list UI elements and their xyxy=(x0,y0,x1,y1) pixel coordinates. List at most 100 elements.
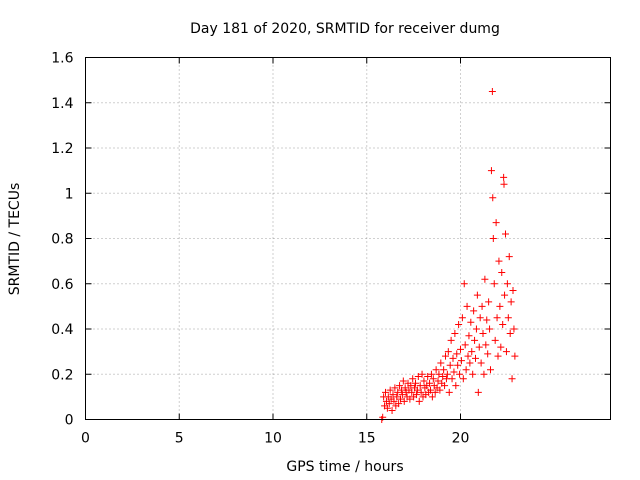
data-point xyxy=(416,382,424,390)
data-point xyxy=(397,386,405,394)
data-point xyxy=(389,391,397,399)
data-point xyxy=(440,366,448,374)
data-point xyxy=(409,375,417,383)
data-point xyxy=(457,345,464,353)
data-point xyxy=(478,302,486,310)
data-point xyxy=(408,388,416,396)
data-point xyxy=(481,275,489,283)
data-point xyxy=(436,386,444,394)
data-point xyxy=(439,373,447,381)
data-point xyxy=(385,400,393,408)
data-point xyxy=(396,382,404,390)
data-point xyxy=(497,343,505,351)
data-point xyxy=(507,298,515,306)
data-point xyxy=(502,348,510,356)
x-tick-label: 20 xyxy=(452,431,470,447)
data-point xyxy=(451,330,459,338)
y-tick-label: 0.8 xyxy=(51,232,73,248)
data-point xyxy=(463,302,471,310)
data-point xyxy=(443,370,451,378)
data-point xyxy=(483,316,491,324)
data-point xyxy=(498,268,506,276)
data-point xyxy=(383,404,391,412)
data-point xyxy=(493,314,501,322)
data-point xyxy=(390,397,398,405)
data-point xyxy=(500,180,508,188)
data-point xyxy=(494,352,502,360)
data-point xyxy=(415,397,423,405)
data-point xyxy=(471,336,479,344)
data-point xyxy=(460,280,468,288)
data-point xyxy=(428,393,436,401)
data-point xyxy=(503,280,511,288)
data-point xyxy=(490,280,498,288)
data-point xyxy=(406,395,414,403)
data-point xyxy=(466,359,474,367)
data-point xyxy=(442,352,449,360)
data-point xyxy=(427,386,434,394)
data-point xyxy=(445,388,453,396)
data-point xyxy=(426,379,434,387)
data-point xyxy=(485,298,493,306)
data-point xyxy=(465,332,473,340)
data-point xyxy=(407,382,415,390)
data-point xyxy=(491,336,499,344)
data-point xyxy=(467,318,475,326)
data-point xyxy=(456,370,464,378)
data-point xyxy=(401,384,409,392)
axis-ticks xyxy=(85,57,611,420)
data-point xyxy=(495,257,503,265)
data-point xyxy=(454,361,462,369)
data-point xyxy=(511,352,519,360)
y-tick-label: 1 xyxy=(65,186,74,202)
data-point xyxy=(477,359,485,367)
data-point xyxy=(474,388,482,396)
data-point xyxy=(393,393,401,401)
data-point xyxy=(499,320,507,328)
data-point xyxy=(487,167,495,175)
data-point xyxy=(386,386,394,394)
data-point xyxy=(455,320,463,328)
y-tick-label: 0.6 xyxy=(51,277,73,293)
data-point xyxy=(417,388,425,396)
data-point xyxy=(506,330,514,338)
data-point xyxy=(395,400,403,408)
data-point xyxy=(458,314,466,322)
data-point xyxy=(424,373,432,381)
data-points xyxy=(378,87,519,423)
data-point xyxy=(472,354,479,362)
data-point xyxy=(488,87,496,95)
data-point xyxy=(397,395,404,403)
data-point xyxy=(486,325,494,333)
data-point xyxy=(444,348,452,356)
data-point xyxy=(484,350,492,358)
data-point xyxy=(418,370,426,378)
data-point xyxy=(391,384,399,392)
data-point xyxy=(475,343,483,351)
chart-title: Day 181 of 2020, SRMTID for receiver dum… xyxy=(190,21,500,37)
data-point xyxy=(479,330,487,338)
data-point xyxy=(476,314,484,322)
data-point xyxy=(427,370,435,378)
data-point xyxy=(450,368,458,376)
data-point xyxy=(449,354,457,362)
y-tick-label: 1.4 xyxy=(51,96,73,112)
data-point xyxy=(429,375,437,383)
data-point xyxy=(394,388,402,396)
x-tick-label: 15 xyxy=(358,431,376,447)
data-point xyxy=(482,341,490,349)
data-point xyxy=(501,291,509,299)
data-point xyxy=(400,397,408,405)
y-tick-label: 1.6 xyxy=(51,51,73,67)
data-point xyxy=(489,235,497,242)
data-point xyxy=(502,230,509,238)
plot-frame xyxy=(85,57,611,420)
data-point xyxy=(398,391,406,399)
data-point xyxy=(500,173,508,181)
data-point xyxy=(434,377,442,385)
data-point xyxy=(382,388,389,396)
data-point xyxy=(510,325,518,333)
grid-lines xyxy=(85,57,611,420)
data-point xyxy=(464,352,472,360)
